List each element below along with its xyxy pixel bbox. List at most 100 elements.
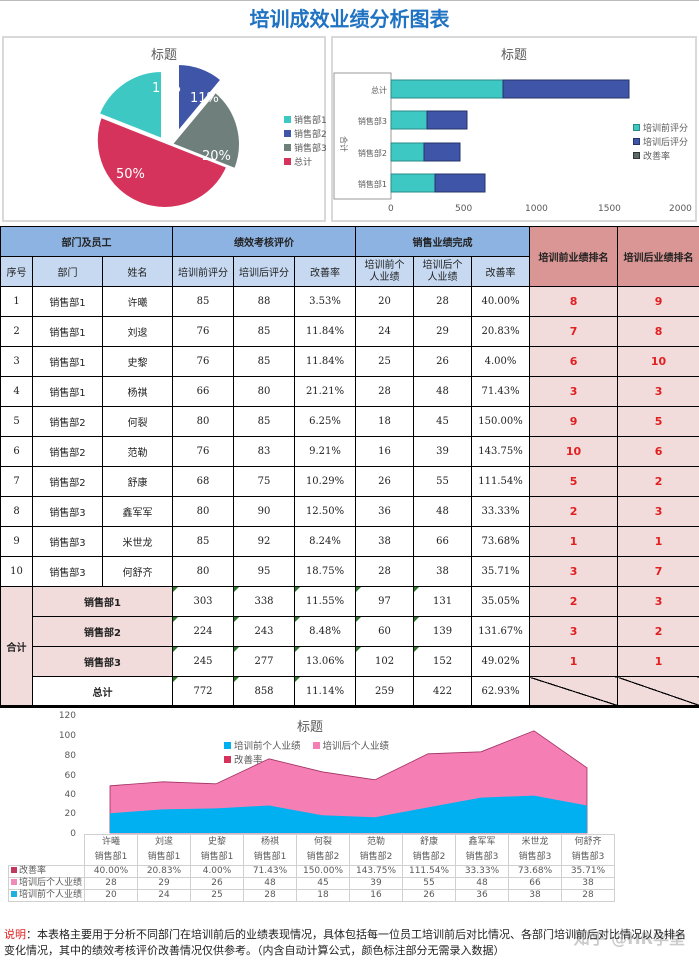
cell-sales-rate[interactable]: 73.68% bbox=[471, 526, 531, 557]
cell-name[interactable]: 杨祺 bbox=[102, 376, 173, 407]
cell-sales-after[interactable]: 39 bbox=[413, 436, 473, 467]
cell-seq[interactable]: 7 bbox=[0, 466, 33, 497]
cell-name[interactable]: 米世龙 bbox=[102, 526, 173, 557]
cell-dept[interactable]: 销售部1 bbox=[32, 376, 103, 407]
cell-dept[interactable]: 销售部1 bbox=[32, 316, 103, 347]
cell-score-after[interactable]: 277 bbox=[233, 646, 295, 677]
cell-score-after[interactable]: 85 bbox=[233, 316, 295, 347]
cell-score-after[interactable]: 858 bbox=[233, 676, 295, 708]
cell-dept[interactable]: 销售部1 bbox=[32, 286, 103, 317]
cell-sales-before[interactable]: 18 bbox=[355, 406, 415, 437]
cell-name[interactable]: 刘逡 bbox=[102, 316, 173, 347]
cell-sales-before[interactable]: 24 bbox=[355, 316, 415, 347]
cell-rank-after[interactable]: 7 bbox=[617, 556, 699, 587]
cell-score-rate[interactable]: 10.29% bbox=[293, 466, 357, 497]
cell-seq[interactable]: 8 bbox=[0, 496, 33, 527]
cell-seq[interactable]: 6 bbox=[0, 436, 33, 467]
cell-sales-before[interactable]: 16 bbox=[355, 436, 415, 467]
cell-seq[interactable]: 10 bbox=[0, 556, 33, 587]
cell-seq[interactable]: 1 bbox=[0, 286, 33, 317]
cell-score-after[interactable]: 80 bbox=[233, 376, 295, 407]
cell-score-rate[interactable]: 13.06% bbox=[293, 646, 357, 677]
cell-sales-rate[interactable]: 49.02% bbox=[471, 646, 531, 677]
cell-sales-rate[interactable]: 4.00% bbox=[471, 346, 531, 377]
cell-score-before[interactable]: 245 bbox=[172, 646, 234, 677]
cell-score-before[interactable]: 68 bbox=[172, 466, 234, 497]
cell-rank-after[interactable]: 3 bbox=[617, 586, 699, 617]
cell-score-after[interactable]: 338 bbox=[233, 586, 295, 617]
cell-score-after[interactable]: 88 bbox=[233, 286, 295, 317]
cell-rank-before[interactable]: 10 bbox=[529, 436, 619, 467]
cell-rank-before[interactable]: 2 bbox=[529, 496, 619, 527]
cell-sales-rate[interactable]: 62.93% bbox=[471, 676, 531, 708]
cell-score-before[interactable]: 85 bbox=[172, 526, 234, 557]
cell-score-before[interactable]: 80 bbox=[172, 496, 234, 527]
cell-score-before[interactable]: 85 bbox=[172, 286, 234, 317]
cell-score-before[interactable]: 303 bbox=[172, 586, 234, 617]
cell-score-rate[interactable]: 8.48% bbox=[293, 616, 357, 647]
cell-score-rate[interactable]: 12.50% bbox=[293, 496, 357, 527]
cell-sales-rate[interactable]: 111.54% bbox=[471, 466, 531, 497]
cell-dept[interactable]: 销售部3 bbox=[32, 526, 103, 557]
cell-score-rate[interactable]: 9.21% bbox=[293, 436, 357, 467]
cell-sales-before[interactable]: 20 bbox=[355, 286, 415, 317]
cell-seq[interactable]: 5 bbox=[0, 406, 33, 437]
cell-sales-rate[interactable]: 143.75% bbox=[471, 436, 531, 467]
cell-rank-after[interactable]: 10 bbox=[617, 346, 699, 377]
cell-sales-rate[interactable]: 20.83% bbox=[471, 316, 531, 347]
cell-sales-after[interactable]: 26 bbox=[413, 346, 473, 377]
cell-rank-after[interactable]: 2 bbox=[617, 466, 699, 497]
cell-sales-rate[interactable]: 150.00% bbox=[471, 406, 531, 437]
cell-name[interactable]: 许曦 bbox=[102, 286, 173, 317]
cell-name[interactable]: 舒康 bbox=[102, 466, 173, 497]
cell-sales-before[interactable]: 97 bbox=[355, 586, 415, 617]
cell-score-after[interactable]: 92 bbox=[233, 526, 295, 557]
cell-sales-before[interactable]: 259 bbox=[355, 676, 415, 708]
cell-score-after[interactable]: 85 bbox=[233, 406, 295, 437]
cell-rank-after[interactable]: 3 bbox=[617, 496, 699, 527]
cell-sales-before[interactable]: 25 bbox=[355, 346, 415, 377]
bar-chart[interactable]: 标题 总计 销售部3 销售部2 销售部1 合计 0 500 1000 1500 … bbox=[331, 36, 697, 222]
cell-dept[interactable]: 销售部3 bbox=[32, 556, 103, 587]
cell-rank-after[interactable]: 1 bbox=[617, 646, 699, 677]
cell-score-before[interactable]: 772 bbox=[172, 676, 234, 708]
cell-score-rate[interactable]: 21.21% bbox=[293, 376, 357, 407]
cell-rank-after[interactable]: 9 bbox=[617, 286, 699, 317]
cell-score-before[interactable]: 80 bbox=[172, 406, 234, 437]
cell-sales-after[interactable]: 66 bbox=[413, 526, 473, 557]
cell-sales-before[interactable]: 36 bbox=[355, 496, 415, 527]
cell-sales-before[interactable]: 38 bbox=[355, 526, 415, 557]
cell-dept[interactable]: 销售部2 bbox=[32, 436, 103, 467]
cell-sales-rate[interactable]: 40.00% bbox=[471, 286, 531, 317]
cell-score-rate[interactable]: 3.53% bbox=[293, 286, 357, 317]
cell-score-rate[interactable]: 11.84% bbox=[293, 316, 357, 347]
cell-score-before[interactable]: 224 bbox=[172, 616, 234, 647]
cell-rank-after[interactable]: 2 bbox=[617, 616, 699, 647]
cell-name[interactable]: 史黎 bbox=[102, 346, 173, 377]
cell-score-rate[interactable]: 8.24% bbox=[293, 526, 357, 557]
cell-sales-rate[interactable]: 35.71% bbox=[471, 556, 531, 587]
cell-rank-after[interactable]: 1 bbox=[617, 526, 699, 557]
cell-seq[interactable]: 9 bbox=[0, 526, 33, 557]
cell-sales-before[interactable]: 28 bbox=[355, 376, 415, 407]
cell-sales-rate[interactable]: 131.67% bbox=[471, 616, 531, 647]
cell-name[interactable]: 范勒 bbox=[102, 436, 173, 467]
cell-name[interactable]: 何舒齐 bbox=[102, 556, 173, 587]
cell-sales-before[interactable]: 60 bbox=[355, 616, 415, 647]
cell-score-after[interactable]: 243 bbox=[233, 616, 295, 647]
cell-rank-before[interactable]: 5 bbox=[529, 466, 619, 497]
cell-score-after[interactable]: 90 bbox=[233, 496, 295, 527]
cell-score-before[interactable]: 80 bbox=[172, 556, 234, 587]
cell-rank-before[interactable]: 6 bbox=[529, 346, 619, 377]
cell-rank-before[interactable]: 3 bbox=[529, 376, 619, 407]
cell-sales-after[interactable]: 55 bbox=[413, 466, 473, 497]
cell-sales-before[interactable]: 102 bbox=[355, 646, 415, 677]
cell-sales-after[interactable]: 131 bbox=[413, 586, 473, 617]
cell-sales-after[interactable]: 29 bbox=[413, 316, 473, 347]
cell-rank-before[interactable]: 8 bbox=[529, 286, 619, 317]
cell-score-rate[interactable]: 11.14% bbox=[293, 676, 357, 708]
cell-score-rate[interactable]: 6.25% bbox=[293, 406, 357, 437]
cell-score-rate[interactable]: 11.84% bbox=[293, 346, 357, 377]
cell-score-before[interactable]: 76 bbox=[172, 436, 234, 467]
cell-score-before[interactable]: 76 bbox=[172, 346, 234, 377]
